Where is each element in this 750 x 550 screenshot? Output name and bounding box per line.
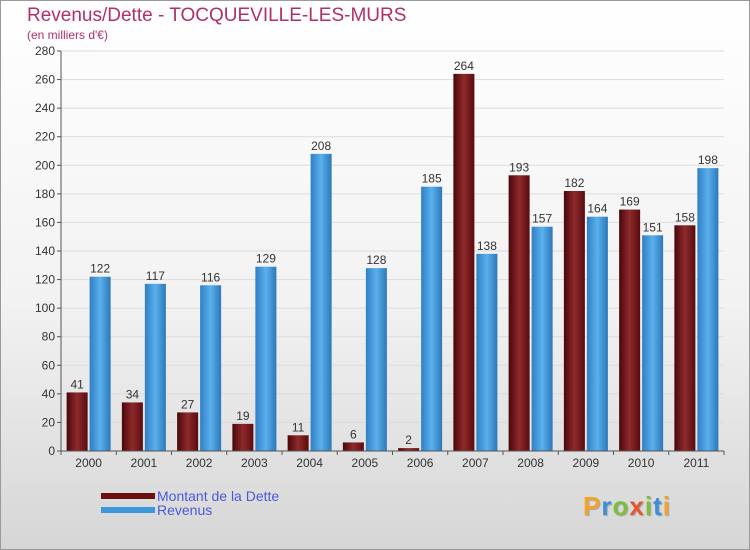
data-label: 208 [311, 139, 331, 153]
y-tick-label: 280 [35, 44, 55, 58]
y-tick-label: 120 [35, 273, 55, 287]
chart-title: Revenus/Dette - TOCQUEVILLE-LES-MURS [27, 5, 407, 26]
bar-dette [177, 412, 199, 451]
legend-item-revenus: Revenus [101, 502, 212, 518]
y-tick-label: 40 [42, 387, 56, 401]
data-label: 198 [698, 153, 718, 167]
data-label: 27 [181, 397, 195, 411]
logo-letter: i [662, 491, 671, 521]
x-tick-label: 2004 [296, 456, 323, 470]
data-label: 129 [256, 252, 276, 266]
y-tick-label: 80 [42, 330, 56, 344]
x-tick-label: 2001 [131, 456, 158, 470]
x-tick-label: 2007 [462, 456, 489, 470]
data-label: 19 [236, 409, 250, 423]
bar-revenus [144, 283, 166, 451]
x-tick-label: 2003 [241, 456, 268, 470]
data-label: 157 [532, 212, 552, 226]
data-label: 182 [564, 176, 584, 190]
bar-dette [619, 209, 641, 451]
bar-dette [66, 392, 88, 451]
data-label: 117 [146, 269, 165, 283]
y-tick-label: 240 [35, 101, 55, 115]
x-tick-label: 2005 [352, 456, 379, 470]
bar-dette [508, 175, 530, 452]
logo-letter: i [644, 491, 654, 521]
y-tick-label: 260 [35, 73, 55, 87]
data-label: 158 [675, 210, 695, 224]
y-tick-label: 220 [35, 130, 55, 144]
bar-revenus [255, 266, 277, 451]
bar-dette [398, 448, 420, 451]
legend-label-revenus: Revenus [157, 502, 213, 518]
y-tick-label: 200 [35, 158, 55, 172]
bar-revenus [531, 226, 553, 451]
data-label: 151 [643, 220, 663, 234]
logo-letter: x [629, 491, 645, 521]
bar-revenus [642, 235, 664, 451]
bar-revenus [697, 168, 719, 451]
bar-revenus [476, 253, 498, 451]
bar-dette [342, 442, 364, 451]
x-tick-label: 2002 [186, 456, 213, 470]
legend-label-debt: Montant de la Dette [157, 488, 280, 504]
y-tick-label: 20 [42, 415, 56, 429]
y-tick-label: 0 [48, 444, 55, 458]
proxiti-logo: Proxiti [583, 491, 671, 522]
data-label: 193 [509, 160, 529, 174]
bar-dette [232, 423, 254, 451]
x-tick-label: 2011 [683, 456, 709, 470]
y-tick-label: 60 [42, 358, 56, 372]
bar-dette [287, 435, 309, 451]
legend-swatch-debt [101, 493, 155, 499]
data-label: 264 [454, 59, 474, 73]
y-tick-label: 140 [35, 244, 55, 258]
legend-item-debt: Montant de la Dette [101, 488, 279, 504]
bar-dette [674, 225, 696, 451]
bar-dette [121, 402, 143, 451]
legend-swatch-revenus [101, 507, 155, 513]
y-tick-label: 160 [35, 215, 55, 229]
data-label: 138 [477, 239, 497, 253]
data-label: 169 [620, 195, 640, 209]
data-label: 185 [422, 172, 442, 186]
bar-dette [563, 191, 585, 451]
data-label: 116 [201, 270, 220, 284]
bar-revenus [365, 268, 387, 451]
bar-revenus [421, 186, 443, 451]
x-tick-label: 2000 [75, 456, 102, 470]
bar-revenus [89, 276, 111, 451]
data-label: 2 [405, 433, 412, 447]
data-label: 6 [350, 427, 357, 441]
data-label: 34 [126, 387, 140, 401]
y-tick-label: 180 [35, 187, 55, 201]
logo-letter: P [583, 491, 602, 521]
logo-letter: t [653, 491, 663, 521]
chart-unit-label: (en milliers d'€) [27, 28, 108, 42]
bar-revenus [310, 153, 332, 451]
x-tick-label: 2010 [628, 456, 655, 470]
bar-dette [453, 73, 475, 451]
bar-revenus [586, 216, 608, 451]
data-label: 11 [292, 420, 305, 434]
y-tick-label: 100 [35, 301, 55, 315]
x-tick-label: 2006 [407, 456, 434, 470]
logo-letter: r [601, 491, 613, 521]
data-label: 164 [587, 202, 607, 216]
data-label: 41 [70, 377, 84, 391]
bar-revenus [200, 285, 222, 451]
x-tick-label: 2008 [517, 456, 544, 470]
logo-letter: o [612, 491, 630, 521]
data-label: 122 [90, 262, 110, 276]
x-tick-label: 2009 [573, 456, 600, 470]
data-label: 128 [366, 253, 386, 267]
